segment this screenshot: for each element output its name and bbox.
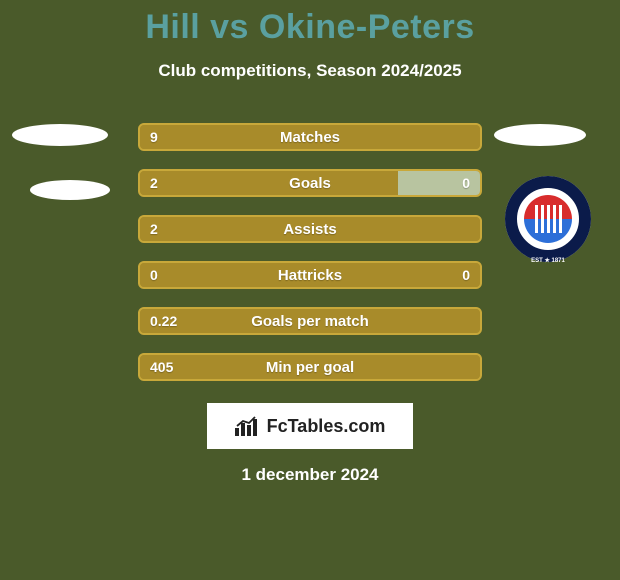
content-root: Hill vs Okine-Peters Club competitions, … [0, 0, 620, 485]
stat-right-value: 0 [462, 175, 470, 191]
page-title: Hill vs Okine-Peters [0, 0, 620, 47]
club-badge-stripes [530, 205, 566, 233]
page-subtitle: Club competitions, Season 2024/2025 [0, 61, 620, 81]
stat-left-value: 0 [150, 267, 158, 283]
stat-right-value: 0 [462, 267, 470, 283]
silhouette-ellipse [12, 124, 108, 146]
bar-chart-icon [235, 416, 261, 436]
stat-bar-row: 2 Assists [138, 215, 482, 243]
club-badge-est-text: EST ★ 1871 [505, 257, 591, 264]
stat-left-value: 9 [150, 129, 158, 145]
stat-bar-row: 9 Matches [138, 123, 482, 151]
stat-left-value: 2 [150, 175, 158, 191]
stat-left-value: 2 [150, 221, 158, 237]
stat-bar-left-fill [140, 171, 398, 195]
club-badge: EST ★ 1871 [505, 176, 591, 262]
stat-label: Matches [280, 129, 340, 146]
stat-bar-row: 2 0 Goals [138, 169, 482, 197]
club-badge-center [524, 195, 572, 243]
stat-left-value: 405 [150, 359, 173, 375]
footer-date: 1 december 2024 [0, 465, 620, 485]
stat-label: Min per goal [266, 359, 354, 376]
stats-bar-group: 9 Matches 2 0 Goals 2 Assists 0 0 Hattricks 0.22 Go… [138, 123, 482, 381]
stat-label: Goals per match [251, 313, 369, 330]
stat-bar-row: 0.22 Goals per match [138, 307, 482, 335]
stat-bar-row: 0 0 Hattricks [138, 261, 482, 289]
silhouette-ellipse [494, 124, 586, 146]
stat-label: Goals [289, 175, 331, 192]
stat-bar-row: 405 Min per goal [138, 353, 482, 381]
stat-label: Hattricks [278, 267, 342, 284]
brand-box[interactable]: FcTables.com [207, 403, 413, 449]
stat-label: Assists [283, 221, 336, 238]
silhouette-ellipse [30, 180, 110, 200]
brand-text: FcTables.com [267, 416, 386, 437]
stat-left-value: 0.22 [150, 313, 177, 329]
